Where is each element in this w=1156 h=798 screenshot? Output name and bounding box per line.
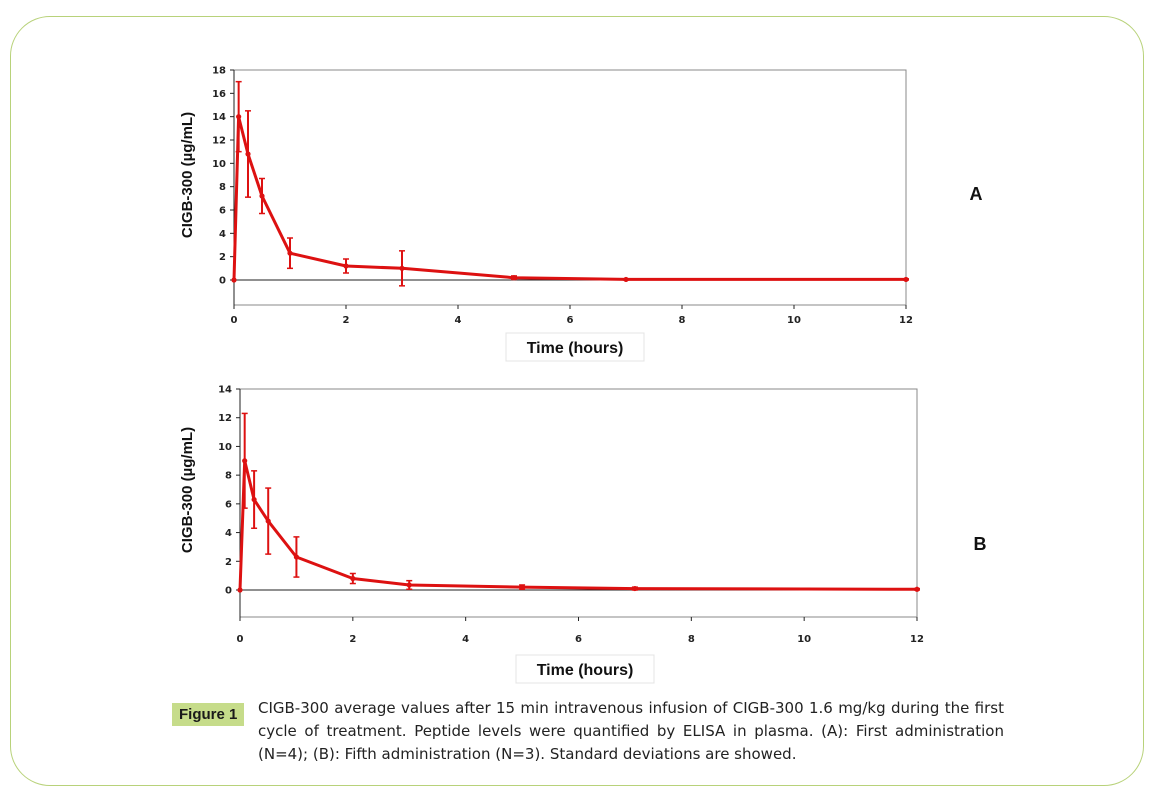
x-tick-label: 4: [455, 315, 462, 326]
y-tick-label: 14: [218, 385, 232, 396]
data-point: [511, 275, 517, 281]
y-tick-label: 10: [212, 159, 226, 170]
data-point: [265, 518, 271, 524]
y-tick-label: 8: [225, 471, 232, 482]
y-axis-label: CIGB-300 (µg/mL): [179, 427, 196, 553]
y-tick-label: 16: [212, 89, 226, 100]
data-point: [251, 496, 257, 503]
data-point: [406, 582, 412, 588]
plot-area: [233, 69, 907, 306]
y-tick-label: 6: [225, 499, 232, 510]
x-tick-label: 12: [910, 634, 924, 645]
y-tick-label: 12: [218, 413, 232, 424]
x-tick-label: 10: [797, 634, 811, 645]
data-point: [623, 276, 629, 283]
y-tick-label: 2: [219, 252, 226, 263]
data-point: [237, 587, 243, 593]
y-tick-label: 4: [219, 229, 226, 240]
y-tick-label: 0: [225, 586, 232, 597]
y-tick-label: 18: [212, 66, 226, 77]
x-axis-label: Time (hours): [527, 340, 624, 357]
series-line: [232, 115, 906, 281]
chart-panel-b: 0 2 4 6 8 10 12 14 0 2 4 6 8 10 12 Time (hours) CIGB-300…: [179, 385, 987, 684]
y-tick-label: 2: [225, 557, 232, 568]
data-point: [242, 458, 248, 464]
x-tick-label: 6: [567, 315, 574, 326]
caption-text: CIGB-300 average values after 15 min int…: [258, 699, 1004, 763]
data-point: [350, 575, 356, 582]
data-point: [343, 263, 349, 269]
panel-label-b: B: [974, 534, 987, 554]
x-tick-label: 2: [343, 315, 350, 326]
x-tick-label: 10: [787, 315, 801, 326]
data-point: [231, 277, 237, 283]
panel-label-a: A: [970, 184, 983, 204]
plot-area: [239, 388, 918, 618]
x-axis-label-box: [515, 654, 655, 684]
data-point: [519, 584, 525, 590]
data-point: [399, 265, 405, 271]
data-point: [632, 585, 638, 592]
y-tick-label: 12: [212, 136, 226, 147]
data-point: [903, 276, 909, 283]
x-axis-label: Time (hours): [537, 662, 634, 679]
y-tick-label: 10: [218, 442, 232, 453]
y-tick-label: 8: [219, 182, 226, 193]
x-tick-label: 0: [237, 634, 244, 645]
data-point: [236, 114, 242, 120]
y-axis-label: CIGB-300 (µg/mL): [179, 112, 196, 238]
data-point: [287, 250, 293, 256]
data-point: [293, 554, 300, 560]
y-tick-label: 4: [225, 528, 232, 539]
x-tick-label: 0: [231, 315, 238, 326]
x-tick-label: 8: [679, 315, 686, 326]
x-tick-label: 12: [899, 315, 913, 326]
figure-plots: 0 2 4 6 8 10 12 14 16 18 0 2 4 6 8 10 12 Time (hours) CIGB…: [179, 66, 987, 684]
figure-label-badge: Figure 1: [172, 703, 245, 726]
series-line: [238, 459, 918, 591]
x-tick-label: 2: [349, 634, 356, 645]
data-point: [259, 193, 265, 199]
data-point: [245, 151, 251, 157]
y-tick-label: 6: [219, 206, 226, 217]
x-tick-label: 6: [575, 634, 582, 645]
y-tick-label: 0: [219, 276, 226, 287]
y-tick-label: 14: [212, 112, 226, 123]
x-axis-label-box: [505, 332, 645, 362]
x-tick-label: 4: [462, 634, 469, 645]
chart-panel-a: 0 2 4 6 8 10 12 14 16 18 0 2 4 6 8 10 12 Time (hours) CIGB…: [179, 66, 983, 362]
figure-frame: [10, 16, 1144, 786]
data-point: [914, 586, 920, 592]
x-tick-label: 8: [688, 634, 695, 645]
